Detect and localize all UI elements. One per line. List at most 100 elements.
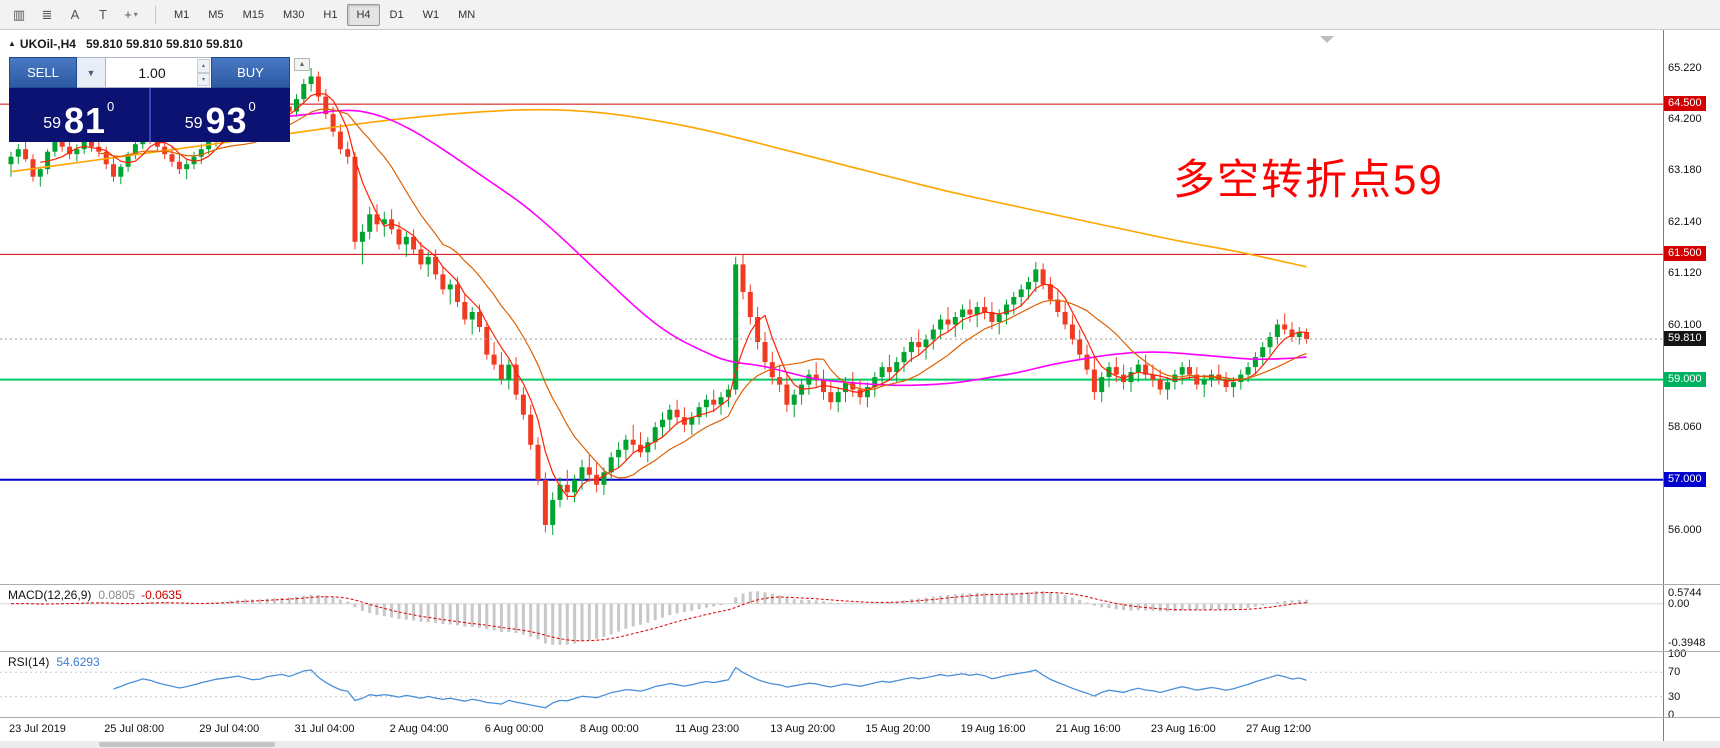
sell-button[interactable]: SELL [9,57,77,88]
horizontal-lines-group [0,103,1663,481]
time-axis-label: 25 Jul 08:00 [104,723,165,735]
bid-price[interactable]: 59 81 0 [9,88,149,142]
fast-ma-line-0 [40,92,1307,497]
macd-histogram [16,591,1309,645]
chevron-down-icon: ▾ [133,10,138,19]
timeframe-button-m1[interactable]: M1 [174,8,190,21]
ask-price-pip: 0 [248,99,256,114]
price-axis-label: 58.060 [1668,420,1702,433]
rsi-title: RSI(14) [8,655,50,669]
macd-signal-value: -0.0635 [141,588,182,602]
time-axis-label: 31 Jul 04:00 [294,723,355,735]
price-axis-label: 61.120 [1668,267,1702,280]
price-axis-badge: 59.000 [1664,371,1706,387]
timeframe-button-h1[interactable]: H1 [323,8,338,21]
mid-ma-line [10,109,1307,387]
time-axis-label: 2 Aug 04:00 [389,723,449,735]
bottom-scrollbar-track [0,741,1720,748]
candlestick-chart[interactable] [0,30,1663,584]
macd-indicator-chart[interactable] [0,585,1663,651]
timeframe-button-m30[interactable]: M30 [282,8,305,21]
rsi-header: RSI(14) 54.6293 [8,655,100,669]
order-type-dropdown[interactable]: ▼ [77,57,106,88]
horizontal-scrollbar-thumb[interactable] [99,742,275,747]
crosshair-tool-icon: + [124,7,132,22]
ask-price[interactable]: 59 93 0 [148,88,291,142]
time-axis-label: 29 Jul 04:00 [199,723,260,735]
text-label-tool-icon: T [99,7,107,22]
text-tool-icon: A [70,7,80,22]
volume-increase-button[interactable]: ▴ [197,59,210,73]
volume-field-wrap: ▴ ▾ [106,57,211,88]
price-axis-label: 65.220 [1668,62,1702,74]
time-axis-label: 27 Aug 12:00 [1246,723,1311,735]
chart-macd-divider[interactable] [0,584,1720,585]
bid-ask-display: 59 81 0 59 93 0 [9,88,290,142]
bid-price-base: 59 [43,115,61,132]
volume-decrease-button[interactable]: ▾ [197,72,210,86]
indicators-icon: ≣ [41,6,53,22]
macd-axis-zero-label: 0.00 [1668,597,1690,610]
symbol-marker-icon: ▲ [8,39,16,48]
time-axis-label: 15 Aug 20:00 [865,723,931,735]
chart-symbol-label: ▲ UKOil-,H4 59.810 59.810 59.810 59.810 [8,37,243,51]
macd-axis-min-label: -0.3948 [1668,637,1706,649]
macd-main-value: 0.0805 [98,588,136,602]
price-axis-label: 62.140 [1668,216,1702,229]
macd-signal-line [10,591,1307,642]
ask-price-base: 59 [184,115,203,132]
indicators-button[interactable]: ≣ [34,4,60,26]
bid-price-big-digits: 81 [64,100,107,142]
chevron-down-icon: ▼ [86,67,96,78]
volume-input[interactable] [106,58,211,87]
chart-shift-marker-icon [1320,36,1334,43]
timeframe-button-mn[interactable]: MN [458,8,476,21]
timeframe-button-d1[interactable]: D1 [389,8,404,21]
rsi-axis-label: 70 [1668,666,1681,679]
price-axis-badge: 64.500 [1664,96,1706,112]
price-axis-badge: 61.500 [1664,246,1706,262]
time-axis-label: 8 Aug 00:00 [580,723,639,735]
macd-header: MACD(12,26,9) 0.0805 -0.0635 [8,588,182,602]
macd-rsi-divider[interactable] [0,651,1720,652]
timeframe-button-m15[interactable]: M15 [242,8,264,21]
chart-text-annotation[interactable]: 多空转折点59 [1173,156,1444,203]
fast-ma-line-1 [98,108,1307,479]
chart-type-button[interactable]: ▥ [6,4,32,26]
rsi-indicator-chart[interactable] [0,652,1663,717]
rsi-timeaxis-divider[interactable] [0,717,1720,718]
time-axis-label: 23 Jul 2019 [9,723,66,735]
rsi-value: 54.6293 [56,655,100,669]
text-label-tool-button[interactable]: T [90,4,116,26]
price-axis-badge: 57.000 [1664,471,1706,487]
price-axis-label: 60.100 [1668,318,1702,331]
timeframe-button-m5[interactable]: M5 [208,8,224,21]
rsi-axis-label: 30 [1668,690,1681,703]
text-tool-button[interactable]: A [62,4,88,26]
price-axis-label: 56.000 [1668,523,1702,536]
trade-panel-collapse-button[interactable]: ▲ [294,58,310,71]
bid-price-pip: 0 [107,99,115,114]
toolbar: ▥ ≣ A T + ▾ M1 M5 M15 M30 H1 H4 D1 W1 MN [0,0,1720,30]
drawing-tools-button[interactable]: + ▾ [118,4,144,26]
price-axis[interactable]: 65.220 64.200 63.180 62.140 61.120 60.100 58.0… [1663,30,1720,741]
moving-averages-group [10,92,1307,497]
timeframe-button-h4[interactable]: H4 [347,3,380,26]
symbol-text: UKOil-,H4 [19,37,76,51]
timeframe-button-w1[interactable]: W1 [422,8,440,21]
rsi-line [113,666,1307,709]
ohlc-values: 59.810 59.810 59.810 59.810 [85,37,243,51]
ask-price-big-digits: 93 [205,100,248,142]
price-axis-label: 64.200 [1668,113,1702,126]
buy-button[interactable]: BUY [211,57,290,88]
macd-title: MACD(12,26,9) [8,588,92,602]
price-axis-label: 63.180 [1668,164,1702,177]
macd-axis-max-label: 0.5744 [1668,587,1702,599]
collapse-arrow-icon: ▲ [298,61,306,68]
time-axis-label: 13 Aug 20:00 [770,723,836,735]
timeframe-toolbar: M1 M5 M15 M30 H1 H4 D1 W1 MN [165,3,485,26]
time-axis[interactable]: 23 Jul 2019 25 Jul 08:00 29 Jul 04:00 31 Ju… [0,718,1720,741]
time-axis-label: 21 Aug 16:00 [1055,723,1121,735]
